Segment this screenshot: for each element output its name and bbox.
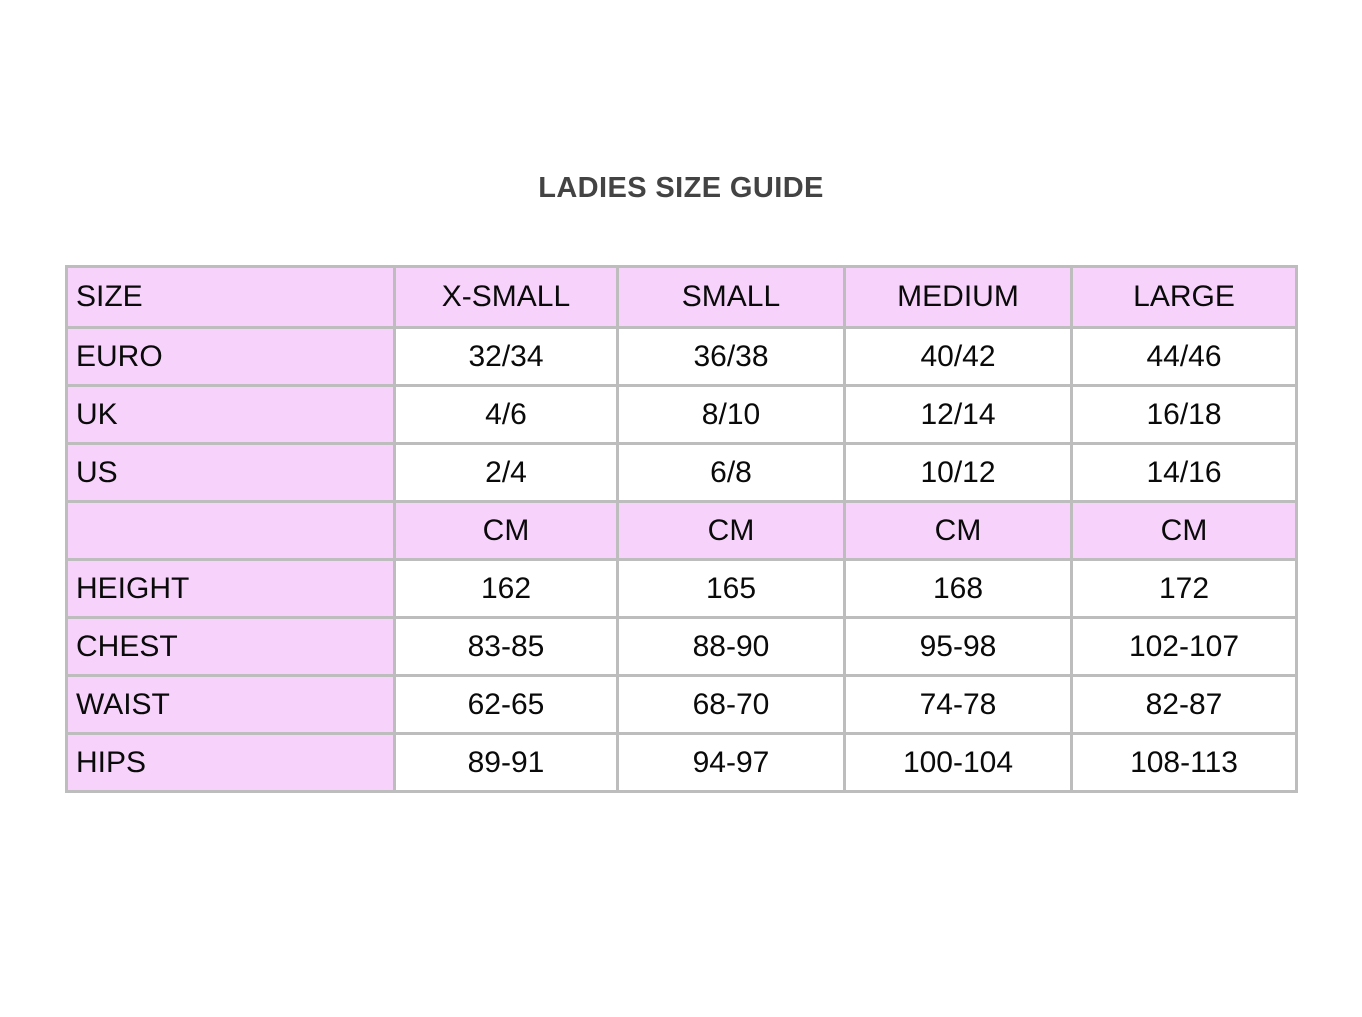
unit-label: CM [843,500,1073,561]
cell-value: 4/6 [393,384,619,445]
column-header-small: SMALL [616,265,846,329]
page-title: LADIES SIZE GUIDE [538,172,824,204]
unit-label: CM [616,500,846,561]
cell-value: 6/8 [616,442,846,503]
column-header-medium: MEDIUM [843,265,1073,329]
size-guide-table-container: SIZE X-SMALL SMALL MEDIUM LARGE EURO 32/… [65,265,1298,793]
row-label: EURO [65,326,396,387]
unit-label: CM [1070,500,1298,561]
unit-label: CM [393,500,619,561]
cell-value: 12/14 [843,384,1073,445]
cell-value: 40/42 [843,326,1073,387]
table-body: SIZE X-SMALL SMALL MEDIUM LARGE EURO 32/… [65,265,1298,793]
cell-value: 88-90 [616,616,846,677]
row-label: HIPS [65,732,396,793]
cell-value: 165 [616,558,846,619]
cell-value: 62-65 [393,674,619,735]
row-label: UK [65,384,396,445]
column-header-x-small: X-SMALL [393,265,619,329]
column-header-size: SIZE [65,265,396,329]
cell-value: 74-78 [843,674,1073,735]
cell-value: 172 [1070,558,1298,619]
cell-value: 162 [393,558,619,619]
cell-value: 168 [843,558,1073,619]
table-row: UK 4/6 8/10 12/14 16/18 [65,384,1298,445]
table-row: HEIGHT 162 165 168 172 [65,558,1298,619]
cell-value: 16/18 [1070,384,1298,445]
cell-value: 44/46 [1070,326,1298,387]
table-row: CHEST 83-85 88-90 95-98 102-107 [65,616,1298,677]
row-label-empty [65,500,396,561]
cell-value: 108-113 [1070,732,1298,793]
size-guide-table: SIZE X-SMALL SMALL MEDIUM LARGE EURO 32/… [65,265,1298,793]
cell-value: 95-98 [843,616,1073,677]
cell-value: 89-91 [393,732,619,793]
column-header-large: LARGE [1070,265,1298,329]
cell-value: 94-97 [616,732,846,793]
cell-value: 82-87 [1070,674,1298,735]
cell-value: 10/12 [843,442,1073,503]
cell-value: 36/38 [616,326,846,387]
cell-value: 68-70 [616,674,846,735]
table-header-row: SIZE X-SMALL SMALL MEDIUM LARGE [65,265,1298,329]
cell-value: 102-107 [1070,616,1298,677]
cell-value: 83-85 [393,616,619,677]
cell-value: 100-104 [843,732,1073,793]
table-row: US 2/4 6/8 10/12 14/16 [65,442,1298,503]
row-label: WAIST [65,674,396,735]
row-label: CHEST [65,616,396,677]
table-row: EURO 32/34 36/38 40/42 44/46 [65,326,1298,387]
row-label: US [65,442,396,503]
table-row: WAIST 62-65 68-70 74-78 82-87 [65,674,1298,735]
cell-value: 32/34 [393,326,619,387]
cell-value: 14/16 [1070,442,1298,503]
row-label: HEIGHT [65,558,396,619]
cell-value: 2/4 [393,442,619,503]
cell-value: 8/10 [616,384,846,445]
table-row-units: CM CM CM CM [65,500,1298,561]
table-row: HIPS 89-91 94-97 100-104 108-113 [65,732,1298,793]
